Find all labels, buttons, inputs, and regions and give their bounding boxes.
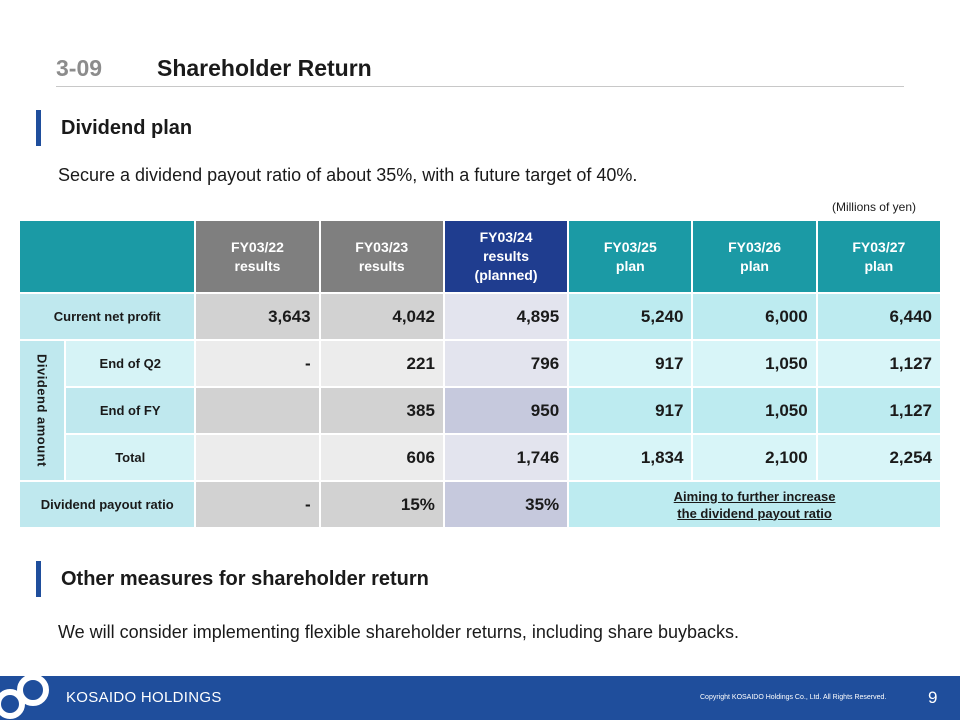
column-header: FY03/27 plan <box>815 219 943 294</box>
dividend-table: FY03/22 results FY03/23 results FY03/24 res… <box>17 219 943 529</box>
brand-name: KOSAIDO HOLDINGS <box>66 689 222 706</box>
table-cell: 15% <box>318 480 445 529</box>
slide-title: Shareholder Return <box>157 55 372 81</box>
section-number: 3-09 <box>56 55 103 81</box>
table-row: Dividend payout ratio - 15% 35% Aiming t… <box>17 480 942 529</box>
table-cell: 4,895 <box>442 292 570 341</box>
table-row: End of FY 385 950 917 1,050 1,127 <box>19 386 943 435</box>
column-header: FY03/24 results (planned) <box>442 219 570 294</box>
table-cell: 5,240 <box>567 292 694 341</box>
footer-bar: KOSAIDO HOLDINGS Copyright KOSAIDO Holdi… <box>0 676 960 720</box>
table-header-row: FY03/22 results FY03/23 results FY03/24 res… <box>17 219 943 294</box>
table-cell: 1,834 <box>567 433 694 482</box>
table-cell: 606 <box>318 433 445 482</box>
table-cell: 917 <box>567 339 694 388</box>
column-header: FY03/26 plan <box>691 219 818 294</box>
dividend-description: Secure a dividend payout ratio of about … <box>58 165 638 185</box>
payout-target-note: Aiming to further increase the dividend p… <box>567 480 942 529</box>
dividend-amount-group-label: Dividend amount <box>17 339 67 482</box>
row-label: End of Q2 <box>64 339 197 388</box>
table-cell: 796 <box>442 339 570 388</box>
table-cell: 6,000 <box>691 292 818 341</box>
table-cell: 35% <box>442 480 570 529</box>
table-row: Current net profit 3,643 4,042 4,895 5,2… <box>17 292 943 341</box>
copyright-text: Copyright KOSAIDO Holdings Co., Ltd. All… <box>700 694 887 701</box>
column-header: FY03/25 plan <box>567 219 694 294</box>
slide-header: 3-09 Shareholder Return <box>56 52 904 87</box>
table-cell: 221 <box>318 339 445 388</box>
table-cell: 917 <box>567 386 694 435</box>
table-cell: 1,050 <box>691 339 818 388</box>
table-cell: 2,254 <box>815 433 943 482</box>
table-cell: 950 <box>442 386 570 435</box>
table-row: Dividend amount End of Q2 - 221 796 917 … <box>17 339 943 482</box>
table-cell: - <box>194 480 321 529</box>
dividend-plan-heading: Dividend plan <box>36 110 192 146</box>
table-cell: 6,440 <box>815 292 943 341</box>
table-cell: 1,050 <box>691 386 818 435</box>
other-measures-heading: Other measures for shareholder return <box>36 561 429 597</box>
row-label: Total <box>64 433 197 482</box>
row-label: Dividend payout ratio <box>17 480 197 529</box>
header-blank-cell <box>17 219 197 294</box>
other-measures-description: We will consider implementing flexible s… <box>58 622 740 642</box>
table-cell: 1,746 <box>442 433 570 482</box>
column-header: FY03/22 results <box>194 219 321 294</box>
row-label: End of FY <box>64 386 197 435</box>
table-cell: - <box>194 339 321 388</box>
table-cell <box>194 386 321 435</box>
table-cell <box>194 433 321 482</box>
table-cell: 4,042 <box>318 292 445 341</box>
table-cell: 1,127 <box>815 339 943 388</box>
table-cell: 2,100 <box>691 433 818 482</box>
table-row: Total 606 1,746 1,834 2,100 2,254 <box>19 433 943 482</box>
unit-note: (Millions of yen) <box>831 200 916 214</box>
table-cell: 385 <box>318 386 445 435</box>
table-cell: 1,127 <box>815 386 943 435</box>
table-cell: 3,643 <box>194 292 321 341</box>
row-label: Current net profit <box>17 292 197 341</box>
page-number: 9 <box>928 688 938 707</box>
kosaido-logo-icon <box>0 676 49 719</box>
column-header: FY03/23 results <box>318 219 445 294</box>
